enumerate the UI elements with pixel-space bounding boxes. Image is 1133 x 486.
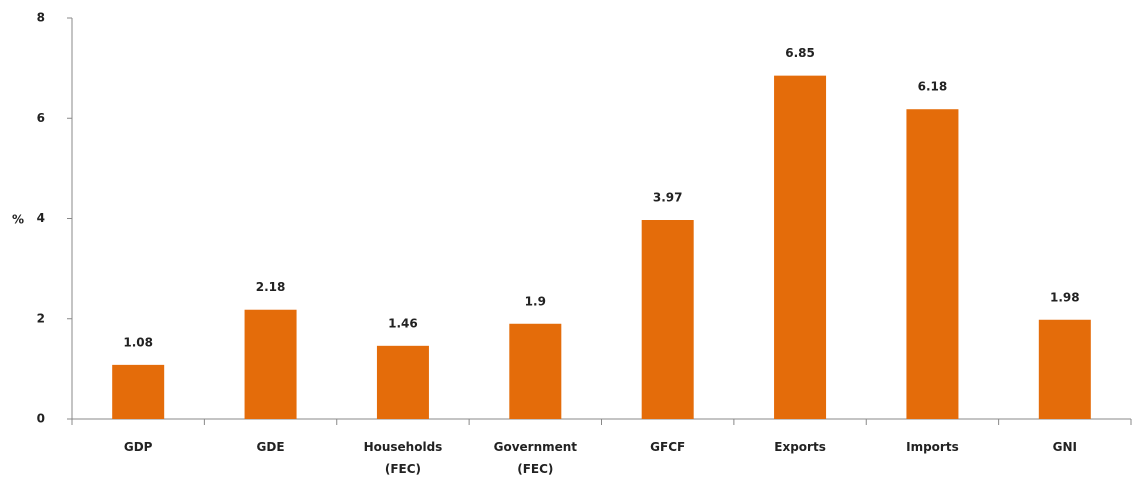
data-label: 6.18 (918, 80, 948, 94)
y-tick-label: 6 (37, 111, 45, 125)
data-label: 1.46 (388, 316, 418, 330)
x-tick-label: Imports (906, 440, 959, 454)
x-tick-label: GDE (256, 440, 285, 454)
data-label: 6.85 (785, 46, 815, 60)
bar (641, 220, 694, 419)
y-tick-label: 0 (37, 412, 45, 426)
data-label: 3.97 (653, 191, 683, 205)
data-label: 1.98 (1050, 290, 1080, 304)
bar (1038, 319, 1091, 419)
x-tick-label: Households (FEC) (363, 440, 443, 476)
data-label: 1.08 (123, 335, 153, 349)
x-tick-label: GDP (123, 440, 153, 454)
y-axis-label: % (12, 213, 24, 227)
bar (112, 364, 165, 419)
x-tick-label: GFCF (650, 440, 686, 454)
x-tick-label: GNI (1052, 440, 1077, 454)
data-label: 2.18 (256, 280, 286, 294)
y-tick-label: 2 (37, 311, 45, 325)
bar (376, 345, 429, 419)
bar (509, 323, 562, 419)
data-label: 1.9 (525, 294, 546, 308)
y-tick-label: 4 (37, 211, 45, 225)
y-tick-label: 8 (37, 11, 45, 25)
x-tick-label: Exports (774, 440, 826, 454)
bar (774, 75, 827, 420)
x-tick-label: Government (FEC) (493, 440, 578, 476)
bar (906, 109, 959, 419)
bar (244, 309, 297, 419)
